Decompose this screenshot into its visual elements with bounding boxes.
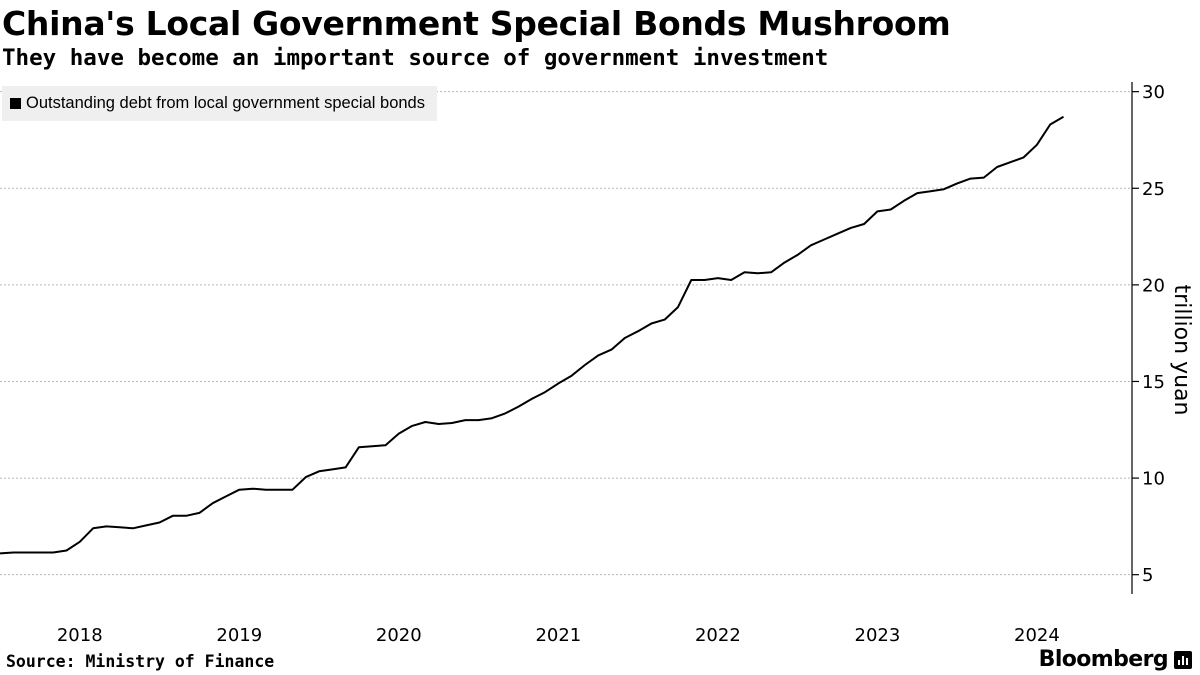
y-tick-label: 10 [1142, 469, 1165, 490]
source-note: Source: Ministry of Finance [6, 652, 275, 671]
x-tick-label: 2023 [855, 625, 901, 646]
legend-swatch [10, 98, 21, 109]
legend-label: Outstanding debt from local government s… [26, 94, 425, 112]
gridlines [0, 91, 1132, 576]
x-tick-label: 2024 [1014, 625, 1060, 646]
y-axis: 5 10 15 20 25 30 [1131, 82, 1165, 594]
x-axis: 2018 2019 2020 2021 2022 2023 2024 [57, 625, 1060, 646]
bloomberg-logo: Bloomberg [1038, 647, 1169, 672]
x-tick-label: 2018 [57, 625, 103, 646]
chart-subtitle: They have become an important source of … [2, 45, 829, 71]
x-tick-label: 2019 [216, 625, 262, 646]
series-line [0, 115, 1065, 555]
series-layer [0, 115, 1065, 555]
y-tick-label: 15 [1142, 372, 1165, 393]
chart-title: China's Local Government Special Bonds M… [2, 4, 951, 43]
x-tick-label: 2020 [376, 625, 422, 646]
y-tick-label: 20 [1142, 275, 1165, 296]
y-tick-label: 5 [1142, 565, 1153, 586]
legend: Outstanding debt from local government s… [2, 86, 437, 121]
y-tick-label: 30 [1142, 82, 1165, 103]
y-tick-label: 25 [1142, 179, 1165, 200]
y-axis-label: trillion yuan [1169, 285, 1194, 416]
bar-chart-icon [1174, 651, 1192, 669]
x-tick-label: 2022 [695, 625, 741, 646]
x-tick-label: 2021 [535, 625, 581, 646]
